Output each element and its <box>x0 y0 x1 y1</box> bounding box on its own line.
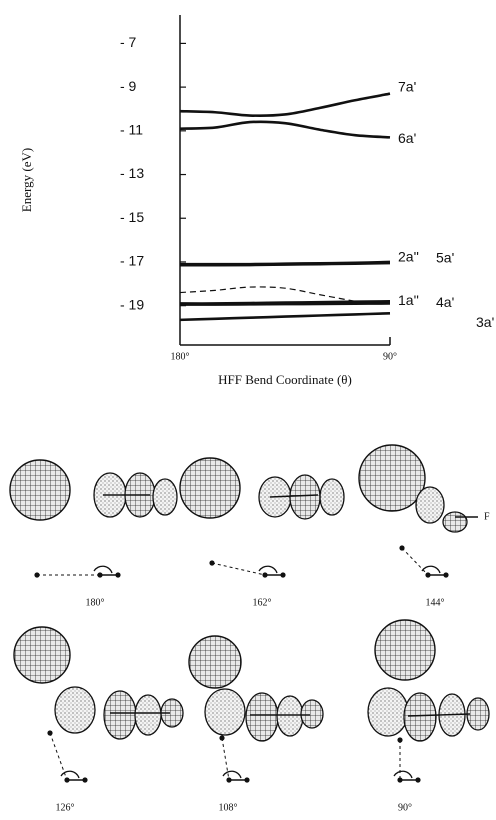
orbital-lobe <box>289 474 321 520</box>
series-label: 1a'' <box>398 292 419 308</box>
panel-angle-label: 144° <box>426 597 445 608</box>
bend-arc <box>258 565 278 574</box>
atom <box>64 777 70 783</box>
orbital-lobe <box>204 688 246 736</box>
atom <box>219 735 225 741</box>
x-tick-label: 180° <box>171 351 190 362</box>
hydrogen-orbital <box>9 459 71 521</box>
hydrogen-orbital <box>188 635 242 689</box>
hydrogen-orbital <box>179 457 241 519</box>
atom <box>415 777 421 783</box>
atom-label: F <box>484 511 490 522</box>
bend-arc <box>222 770 242 779</box>
atom <box>280 572 286 578</box>
energy-curve <box>179 261 391 267</box>
y-tick-label: - 7 <box>120 34 137 50</box>
atom <box>34 572 40 578</box>
y-tick-label: - 9 <box>120 78 137 94</box>
atom <box>226 777 232 783</box>
bond <box>269 494 319 498</box>
panel-angle-label: 180° <box>86 597 105 608</box>
atom <box>399 545 405 551</box>
atom <box>397 737 403 743</box>
bend-arc <box>421 565 441 574</box>
energy-curve <box>179 312 391 322</box>
atom <box>82 777 88 783</box>
atom <box>244 777 250 783</box>
bend-arc <box>60 770 80 779</box>
y-tick-label: - 15 <box>120 209 144 225</box>
h-f-dashed-bond <box>221 737 230 781</box>
y-tick-label: - 13 <box>120 165 144 181</box>
orbital-lobe <box>403 692 437 742</box>
series-label: 7a' <box>398 78 416 94</box>
y-axis-title: Energy (eV) <box>19 148 34 212</box>
orbital-lobe <box>276 695 304 737</box>
hydrogen-orbital <box>374 619 436 681</box>
atom <box>425 572 431 578</box>
orbital-lobe <box>466 697 490 731</box>
atom <box>443 572 449 578</box>
orbital-lobe <box>319 478 345 516</box>
y-tick-label: - 11 <box>120 122 143 138</box>
series-label: 5a' <box>436 250 454 266</box>
orbital-lobe <box>134 694 162 736</box>
atom <box>47 730 53 736</box>
panel-angle-label: 108° <box>219 802 238 813</box>
orbital-panels: 180° 162° F 144° 126° 108° 90° <box>9 444 490 813</box>
h-f-dashed-bond <box>49 732 68 781</box>
energy-curve <box>179 302 391 306</box>
atom <box>262 572 268 578</box>
energy-curve <box>179 92 391 117</box>
bend-arc <box>93 565 113 574</box>
energy-curve <box>179 286 356 302</box>
series-label: 2a'' <box>398 249 419 265</box>
orbital-lobe <box>367 687 409 737</box>
h-f-dashed-bond <box>401 547 429 576</box>
atom <box>397 777 403 783</box>
orbital-lobe <box>152 478 178 516</box>
x-axis-title: HFF Bend Coordinate (θ) <box>218 372 352 387</box>
atom <box>209 560 215 566</box>
atom <box>97 572 103 578</box>
panel-angle-label: 90° <box>398 802 412 813</box>
y-tick-label: - 17 <box>120 253 144 269</box>
orbital-lobe <box>54 686 96 734</box>
bend-arc <box>393 770 413 779</box>
series-label: 3a' <box>476 314 494 330</box>
orbital-lobe <box>245 692 279 742</box>
orbital-lobe <box>103 690 137 740</box>
atom <box>115 572 121 578</box>
y-tick-label: - 19 <box>120 296 144 312</box>
series-label: 6a' <box>398 130 416 146</box>
h-f-dashed-bond <box>211 562 266 576</box>
panel-angle-label: 126° <box>56 802 75 813</box>
panel-angle-label: 162° <box>253 597 272 608</box>
hydrogen-orbital <box>13 626 71 684</box>
series-label: 4a' <box>436 294 454 310</box>
orbital-lobe <box>300 699 324 729</box>
x-tick-label: 90° <box>383 351 397 362</box>
energy-curve <box>179 120 391 139</box>
hydrogen-orbital <box>358 444 426 512</box>
orbital-lobe <box>442 511 468 533</box>
orbital-lobe <box>415 486 445 524</box>
bond <box>407 713 471 717</box>
